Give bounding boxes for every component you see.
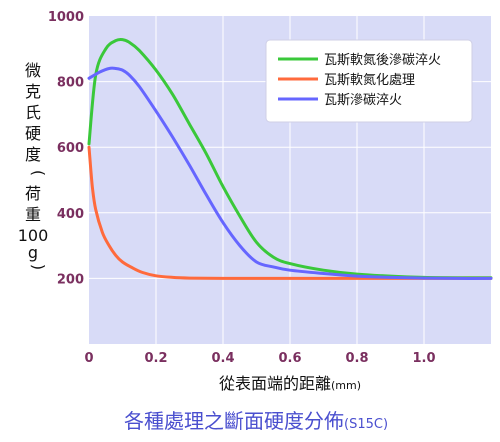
legend-label: 瓦斯軟氮後滲碳淬火 (324, 52, 441, 68)
y-label-char: 氏 (25, 103, 41, 122)
y-label-char: 克 (25, 82, 41, 101)
y-label-char: g (28, 243, 38, 262)
y-axis-ticks: 200 400 600 800 1000 (48, 10, 84, 287)
data-series (87, 37, 493, 280)
legend-label: 瓦斯滲碳淬火 (324, 93, 402, 108)
y-label-char: 重 (25, 205, 41, 224)
x-tick-label: 0 (84, 351, 93, 366)
y-label-char: ) (29, 264, 48, 270)
y-label-char: 100 (18, 226, 49, 245)
x-tick-label: 1.0 (412, 351, 435, 366)
series-line (87, 37, 493, 280)
chart-caption: 各種處理之斷面硬度分佈(S15C) (124, 409, 388, 433)
x-tick-label: 0.6 (278, 351, 301, 366)
y-label-char: 度 (25, 145, 41, 164)
x-tick-label: 0.2 (144, 351, 167, 366)
y-tick-label: 200 (57, 272, 84, 287)
x-axis-ticks: 0 0.2 0.4 0.6 0.8 1.0 (84, 351, 435, 366)
y-label-char: ( (29, 170, 48, 176)
x-tick-label: 0.8 (345, 351, 368, 366)
y-label-char: 硬 (25, 124, 41, 143)
y-label-char: 微 (25, 61, 41, 80)
legend-label: 瓦斯軟氮化處理 (324, 72, 415, 88)
series-line (87, 66, 493, 280)
series-line (87, 145, 493, 280)
y-tick-label: 600 (57, 141, 84, 156)
y-tick-label: 1000 (48, 10, 84, 25)
y-tick-label: 800 (57, 76, 84, 91)
x-axis-label: 從表面端的距離(mm) (219, 374, 361, 393)
x-tick-label: 0.4 (211, 351, 234, 366)
y-tick-label: 400 (57, 207, 84, 222)
y-label-char: 荷 (25, 184, 41, 203)
